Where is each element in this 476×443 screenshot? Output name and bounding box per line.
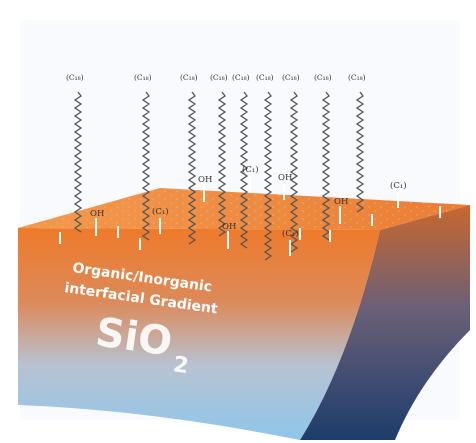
alkyl-chain: [355, 91, 365, 213]
hydroxyl-groups: OH OH OH OH OH: [90, 173, 348, 249]
short-chain-label: (C₁): [242, 164, 259, 175]
hydroxyl-label: OH: [334, 197, 348, 207]
alkyl-chain: [73, 91, 83, 233]
hydroxyl-label: OH: [90, 209, 104, 219]
short-chain-label: (C₁): [282, 228, 299, 239]
chain-label: (C₁₈): [348, 73, 366, 82]
alkyl-chain: [187, 91, 197, 245]
chain-label: (C₁₈): [66, 73, 84, 82]
chain-labels: (C₁₈) (C₁₈) (C₁₈) (C₁₈) (C₁₈) (C₁₈) (C₁₈) (C₁₈)…: [66, 73, 366, 82]
chain-label: (C₁₈): [210, 73, 228, 82]
alkyl-chain: [217, 91, 227, 237]
substrate-label: SiO 2: [93, 309, 191, 379]
hydroxyl-label: OH: [198, 175, 212, 185]
alkyl-chain: [289, 91, 299, 253]
hydroxyl-label: OH: [222, 222, 236, 232]
alkyl-chain: [141, 91, 151, 241]
chain-label: (C₁₈): [282, 73, 300, 82]
short-chain-label: (C₁): [152, 206, 169, 217]
substrate-label-main: SiO: [93, 309, 175, 365]
alkyl-chain: [321, 91, 331, 241]
alkyl-chain: [263, 91, 273, 261]
short-chain-groups: (C₁) (C₁) (C₁) (C₁): [59, 164, 441, 256]
chain-label: (C₁₈): [314, 73, 332, 82]
short-chain-label: (C₁): [390, 180, 407, 191]
hydroxyl-label: OH: [278, 173, 292, 183]
chain-label: (C₁₈): [180, 73, 198, 82]
alkyl-chains: [73, 91, 365, 261]
alkyl-chain: [239, 91, 249, 249]
chain-label: (C₁₈): [232, 73, 250, 82]
substrate-front-face: [18, 228, 380, 440]
substrate-label-sub: 2: [172, 352, 191, 379]
chain-label: (C₁₈): [134, 73, 152, 82]
substrate-right-face: [300, 205, 470, 440]
chain-label: (C₁₈): [256, 73, 274, 82]
